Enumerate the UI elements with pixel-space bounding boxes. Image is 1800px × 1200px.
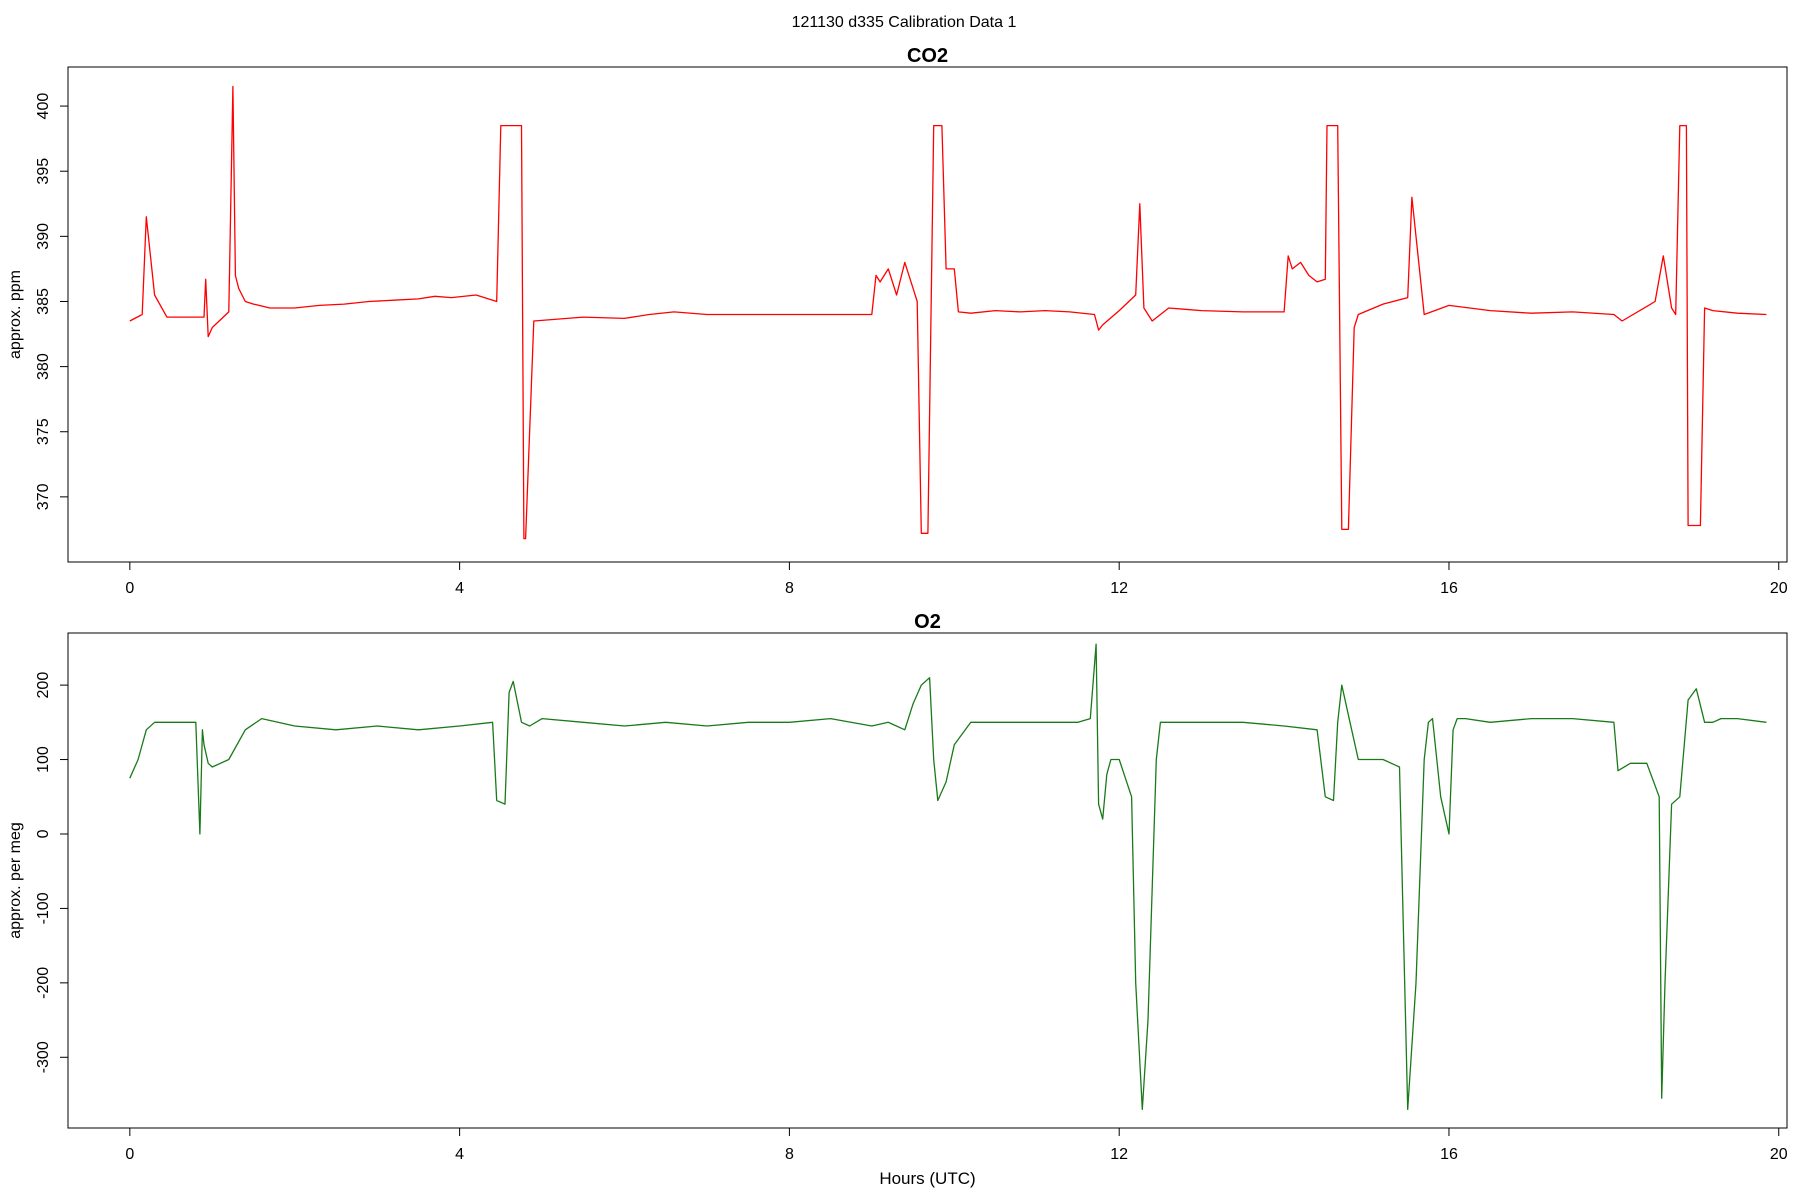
y-tick-label: 380: [35, 353, 52, 380]
page-title: 121130 d335 Calibration Data 1: [792, 14, 1017, 31]
x-tick-label: 12: [1110, 580, 1128, 597]
y-tick-label: 100: [35, 746, 52, 773]
x-tick-label: 20: [1770, 580, 1788, 597]
y-tick-label: 390: [35, 223, 52, 250]
x-tick-label: 8: [785, 1146, 794, 1163]
x-axis-label: Hours (UTC): [879, 1169, 975, 1188]
chart-panel-o2: O2 0 4 8 12 16 20 -300 -200 -100 0 100 200 approx. pe…: [7, 611, 1788, 1188]
y-axis-label: approx. ppm: [7, 270, 24, 359]
y-tick-label: 375: [35, 418, 52, 445]
chart-title: O2: [914, 611, 941, 633]
y-tick-label: 0: [35, 829, 52, 838]
series-line-co2: [129, 85, 1767, 540]
x-tick-label: 4: [455, 1146, 464, 1163]
x-tick-label: 0: [125, 580, 134, 597]
y-axis-label: approx. per meg: [7, 822, 24, 939]
x-tick-label: 16: [1440, 580, 1458, 597]
y-tick-label: -200: [35, 967, 52, 999]
x-tick-label: 4: [455, 580, 464, 597]
y-tick-label: 395: [35, 158, 52, 185]
y-tick-label: -300: [35, 1041, 52, 1073]
x-tick-label: 0: [125, 1146, 134, 1163]
plot-frame: [67, 66, 1788, 563]
plot-frame: [67, 632, 1788, 1129]
y-tick-label: -100: [35, 892, 52, 924]
x-tick-label: 20: [1770, 1146, 1788, 1163]
y-tick-label: 200: [35, 672, 52, 699]
x-tick-label: 12: [1110, 1146, 1128, 1163]
x-tick-label: 16: [1440, 1146, 1458, 1163]
x-tick-label: 8: [785, 580, 794, 597]
series-line-o2: [129, 643, 1767, 1111]
chart-panel-co2: CO2 0 4 8 12 16 20 370 375 380 385 390 395 400 approx.…: [7, 45, 1788, 597]
y-tick-label: 370: [35, 483, 52, 510]
y-tick-label: 385: [35, 288, 52, 315]
y-tick-label: 400: [35, 93, 52, 120]
chart-title: CO2: [907, 45, 948, 67]
